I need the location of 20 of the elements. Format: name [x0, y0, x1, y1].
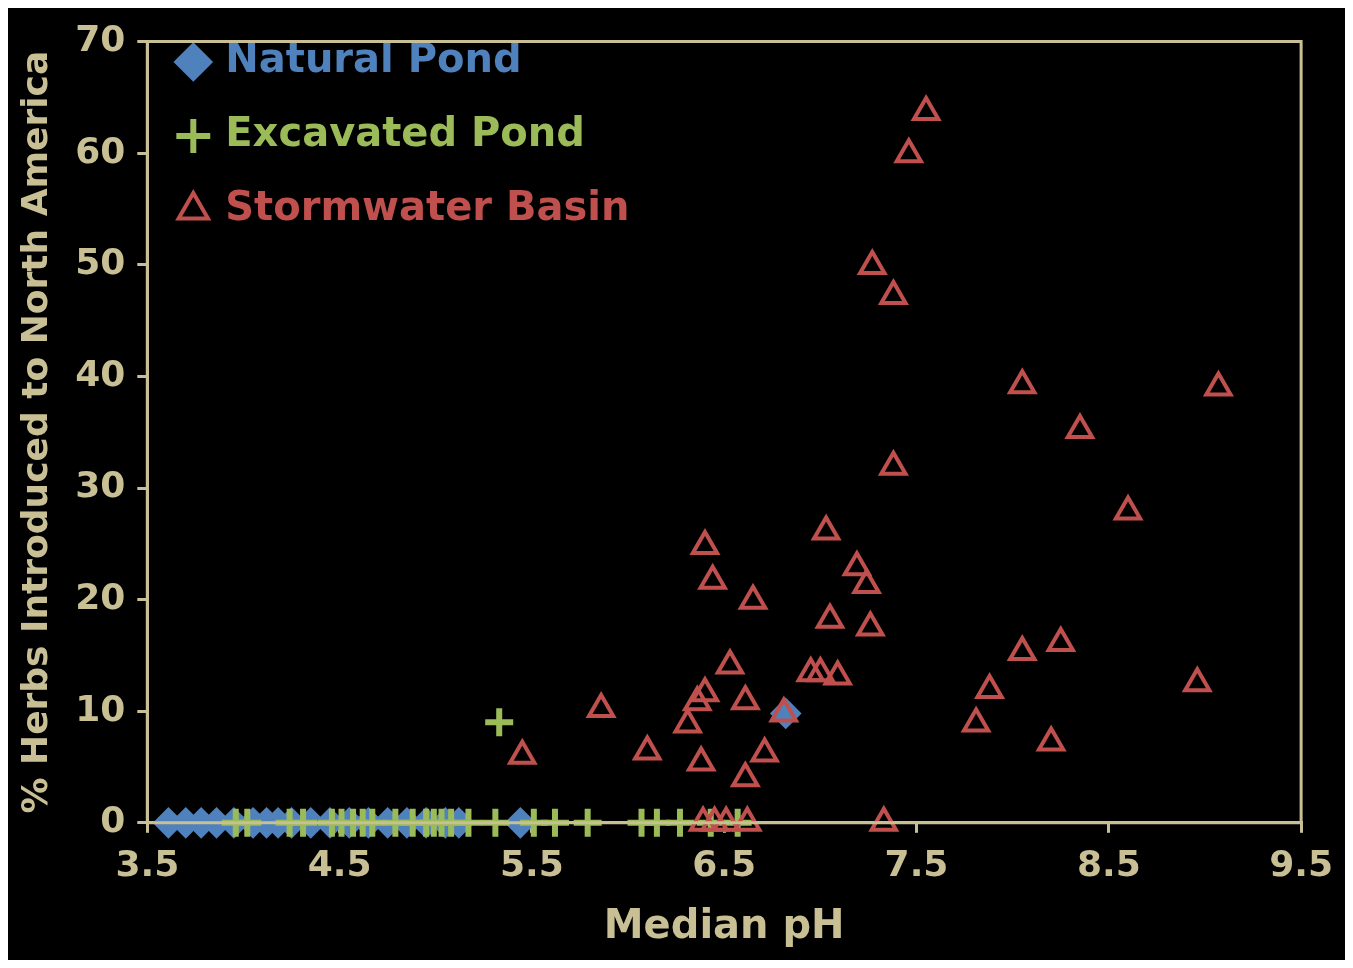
y-tick-label: 70: [75, 17, 126, 59]
y-tick-label: 40: [75, 352, 126, 394]
y-tick-label: 20: [75, 575, 126, 617]
y-tick-label: 10: [75, 687, 126, 729]
legend-label: Stormwater Basin: [225, 183, 630, 230]
x-tick-label: 5.5: [500, 842, 564, 884]
y-tick-label: 50: [75, 241, 126, 283]
y-tick-label: 30: [75, 464, 126, 506]
x-axis-title: Median pH: [603, 901, 845, 948]
y-tick-label: 0: [100, 799, 126, 841]
x-tick-label: 9.5: [1269, 842, 1333, 884]
x-tick-label: 6.5: [692, 842, 757, 884]
x-tick-label: 3.5: [115, 842, 180, 884]
legend-label: Excavated Pond: [225, 109, 585, 156]
legend-label: Natural Pond: [225, 35, 522, 82]
x-tick-label: 4.5: [307, 842, 372, 884]
x-tick-label: 8.5: [1076, 842, 1141, 884]
y-tick-label: 60: [75, 129, 126, 171]
y-axis-title: % Herbs Introduced to North America: [13, 50, 55, 814]
x-tick-label: 7.5: [884, 842, 949, 884]
